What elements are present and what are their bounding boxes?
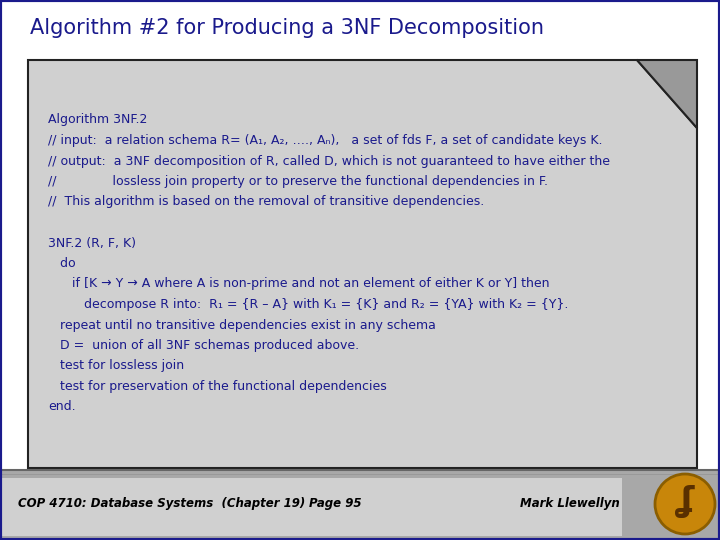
Text: Algorithm 3NF.2: Algorithm 3NF.2 [48,113,148,126]
Polygon shape [637,60,697,128]
Text: ʆ: ʆ [676,485,694,518]
Text: 3NF.2 (R, F, K): 3NF.2 (R, F, K) [48,237,136,249]
Text: // input:  a relation schema R= (A₁, A₂, …., Aₙ),   a set of fds F, a set of can: // input: a relation schema R= (A₁, A₂, … [48,134,603,147]
Text: test for lossless join: test for lossless join [48,360,184,373]
Text: if [K → Y → A where A is non-prime and not an element of either K or Y] then: if [K → Y → A where A is non-prime and n… [48,278,549,291]
Text: test for preservation of the functional dependencies: test for preservation of the functional … [48,380,387,393]
Text: Mark Llewellyn: Mark Llewellyn [520,497,620,510]
Text: Algorithm #2 for Producing a 3NF Decomposition: Algorithm #2 for Producing a 3NF Decompo… [30,18,544,38]
Text: do: do [48,257,76,270]
Circle shape [655,474,715,534]
Bar [0,0,720,55]
Text: //  This algorithm is based on the removal of transitive dependencies.: // This algorithm is based on the remova… [48,195,485,208]
Text: D =  union of all 3NF schemas produced above.: D = union of all 3NF schemas produced ab… [48,339,359,352]
Polygon shape [28,60,697,468]
Bar [2,478,622,536]
Text: Page 95: Page 95 [309,497,361,510]
Text: decompose R into:  R₁ = {R – A} with K₁ = {K} and R₂ = {YA} with K₂ = {Y}.: decompose R into: R₁ = {R – A} with K₁ =… [48,298,568,311]
Bar [0,470,720,540]
Text: repeat until no transitive dependencies exist in any schema: repeat until no transitive dependencies … [48,319,436,332]
Text: end.: end. [48,401,76,414]
Text: COP 4710: Database Systems  (Chapter 19): COP 4710: Database Systems (Chapter 19) [18,497,305,510]
Text: //              lossless join property or to preserve the functional dependencie: // lossless join property or to preserve… [48,175,548,188]
Text: // output:  a 3NF decomposition of R, called D, which is not guaranteed to have : // output: a 3NF decomposition of R, cal… [48,154,610,167]
